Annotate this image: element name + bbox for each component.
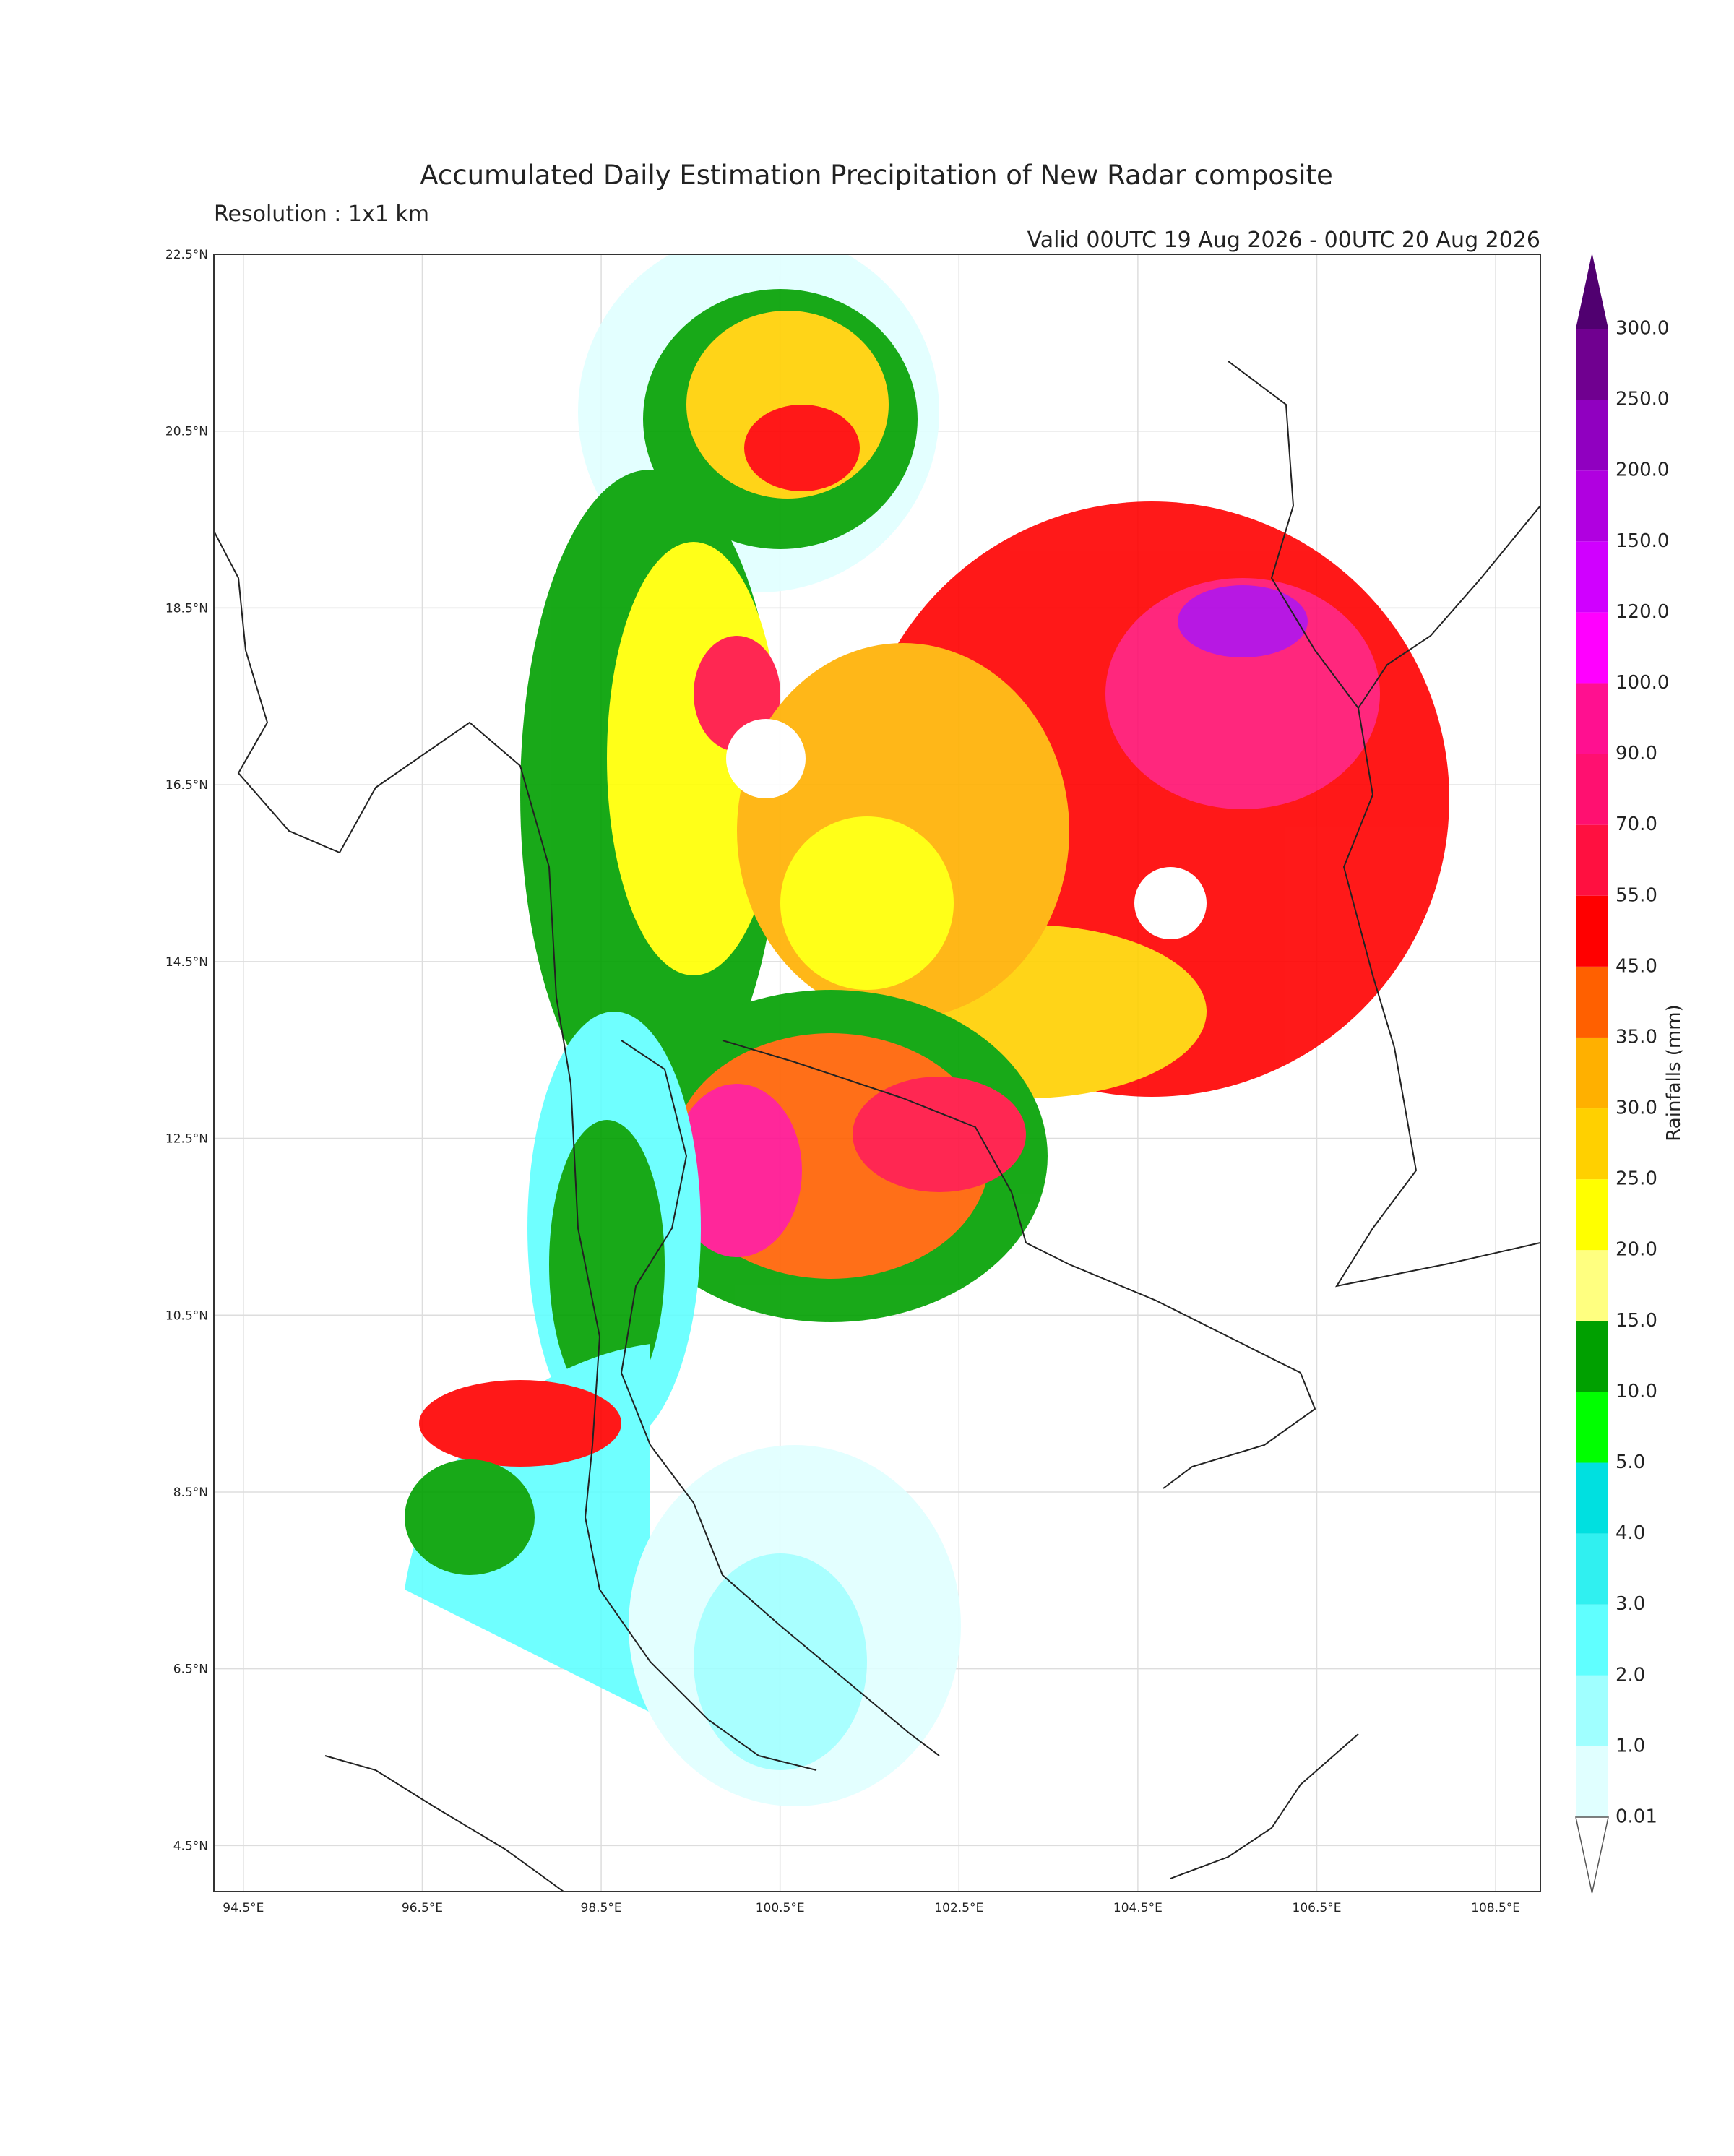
x-tick-label: 102.5°E xyxy=(934,1901,983,1915)
map-frame xyxy=(213,254,1541,1892)
colorbar-bin xyxy=(1576,1746,1608,1817)
x-tick-label: 100.5°E xyxy=(756,1901,805,1915)
colorbar-bin xyxy=(1576,1108,1608,1180)
colorbar-bin xyxy=(1576,754,1608,825)
colorbar-bin xyxy=(1576,1604,1608,1676)
colorbar-over xyxy=(1576,253,1608,329)
colorbar-bin xyxy=(1576,1250,1608,1321)
y-tick-label: 6.5°N xyxy=(173,1663,208,1677)
colorbar-bin xyxy=(1576,541,1608,613)
colorbar-tick-label: 45.0 xyxy=(1616,955,1657,977)
colorbar-bin xyxy=(1576,1462,1608,1534)
colorbar-bin xyxy=(1576,1675,1608,1746)
colorbar-tick-label: 120.0 xyxy=(1616,601,1669,623)
valid-time: Valid 00UTC 19 Aug 2026 - 00UTC 20 Aug 2… xyxy=(1027,228,1540,253)
x-tick-label: 104.5°E xyxy=(1113,1901,1163,1915)
colorbar-bin xyxy=(1576,824,1608,896)
colorbar-bin xyxy=(1576,1392,1608,1463)
x-tick-label: 106.5°E xyxy=(1293,1901,1342,1915)
colorbar-tick-label: 4.0 xyxy=(1616,1522,1645,1544)
colorbar-tick-label: 20.0 xyxy=(1616,1239,1657,1261)
colorbar-bin xyxy=(1576,329,1608,400)
colorbar-bin xyxy=(1576,895,1608,967)
colorbar-bin xyxy=(1576,400,1608,471)
colorbar-tick-label: 5.0 xyxy=(1616,1452,1645,1473)
colorbar-bin xyxy=(1576,1321,1608,1392)
x-tick-label: 94.5°E xyxy=(223,1901,264,1915)
colorbar-tick-label: 30.0 xyxy=(1616,1098,1657,1119)
colorbar-tick-label: 15.0 xyxy=(1616,1310,1657,1332)
colorbar-tick-label: 35.0 xyxy=(1616,1026,1657,1048)
colorbar-tick-label: 100.0 xyxy=(1616,672,1669,694)
colorbar-bin xyxy=(1576,1179,1608,1251)
y-tick-label: 8.5°N xyxy=(173,1486,208,1500)
colorbar-bin xyxy=(1576,1533,1608,1605)
colorbar-tick-label: 150.0 xyxy=(1616,530,1669,552)
y-tick-label: 14.5°N xyxy=(165,955,208,970)
y-tick-label: 4.5°N xyxy=(173,1839,208,1853)
colorbar-label: Rainfalls (mm) xyxy=(1663,1004,1685,1141)
colorbar-bin xyxy=(1576,683,1608,754)
radar-field xyxy=(405,254,1449,1806)
x-tick-label: 96.5°E xyxy=(402,1901,443,1915)
colorbar-tick-label: 3.0 xyxy=(1616,1593,1645,1615)
colorbar-tick-label: 10.0 xyxy=(1616,1381,1657,1402)
colorbar-tick-label: 200.0 xyxy=(1616,460,1669,481)
subtitle: Resolution : 1x1 km xyxy=(214,202,429,227)
colorbar-bin xyxy=(1576,1037,1608,1109)
colorbar-tick-label: 90.0 xyxy=(1616,743,1657,764)
y-tick-label: 12.5°N xyxy=(165,1132,208,1147)
y-tick-label: 18.5°N xyxy=(165,601,208,616)
x-tick-label: 98.5°E xyxy=(581,1901,622,1915)
coastlines xyxy=(214,361,1540,1892)
colorbar-tick-label: 2.0 xyxy=(1616,1664,1645,1686)
map-title: Accumulated Daily Estimation Precipitati… xyxy=(420,160,1333,191)
colorbar-tick-label: 55.0 xyxy=(1616,884,1657,906)
colorbar-tick-label: 300.0 xyxy=(1616,318,1669,340)
colorbar: 0.01 1.0 2.0 3.0 4.0 5.0 10.0 15.0 20.0 25.0 30.0 3… xyxy=(1575,253,1669,1894)
colorbar-bin xyxy=(1576,470,1608,542)
y-tick-label: 16.5°N xyxy=(165,778,208,793)
colorbar-bin xyxy=(1576,966,1608,1038)
colorbar-tick-label: 70.0 xyxy=(1616,814,1657,835)
colorbar-under xyxy=(1575,1816,1609,1894)
x-tick-label: 108.5°E xyxy=(1471,1901,1520,1915)
y-tick-label: 20.5°N xyxy=(165,425,208,439)
y-tick-label: 10.5°N xyxy=(165,1308,208,1323)
colorbar-tick-label: 25.0 xyxy=(1616,1168,1657,1190)
colorbar-tick-label: 1.0 xyxy=(1616,1735,1645,1756)
colorbar-tick-label: 250.0 xyxy=(1616,389,1669,410)
colorbar-bin xyxy=(1576,612,1608,684)
y-tick-label: 22.5°N xyxy=(165,248,208,262)
colorbar-tick-label: 0.01 xyxy=(1616,1806,1657,1828)
